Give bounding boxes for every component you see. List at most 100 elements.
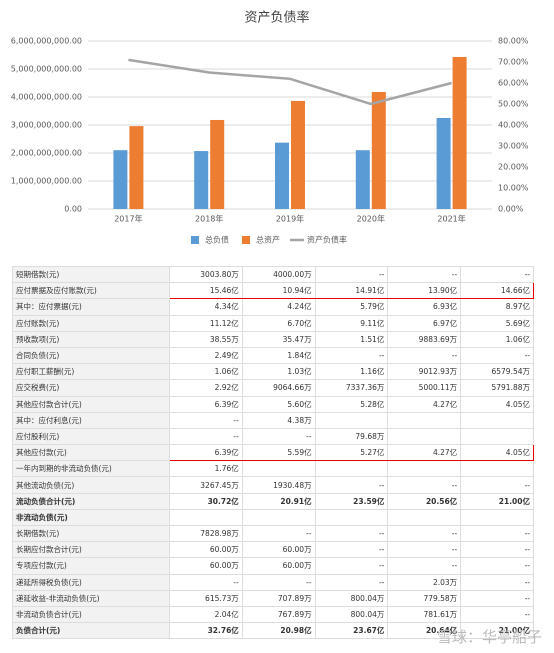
table-cell: 1.76亿 <box>169 460 243 478</box>
bar <box>129 126 144 209</box>
table-cell: 14.91亿 <box>314 282 389 300</box>
table-row: 专项应付款(元) 60.00万 60.00万 -- -- -- <box>12 557 534 575</box>
legend-label: 总资产 <box>256 235 280 245</box>
table-row: 其他应付款合计(元) 6.39亿 5.60亿 5.28亿 4.27亿 4.05亿 <box>12 395 534 413</box>
table-cell: 5.27亿 <box>314 444 389 462</box>
table-cell: 一年内到期的非流动负债(元) <box>12 460 170 478</box>
table-cell: 递延所得税负债(元) <box>12 573 170 591</box>
table-cell: 20.91亿 <box>241 492 316 510</box>
table-cell: 应付票据及应付账款(元) <box>12 282 170 300</box>
table-cell: 长期应付款合计(元) <box>12 541 170 559</box>
table-cell: -- <box>169 411 243 429</box>
table-row: 其他流动负债(元) 3267.45万 1930.48万 -- -- -- <box>12 476 534 494</box>
table-cell: 5.79亿 <box>314 298 389 316</box>
y-tick-label: 3,000,000,000.00 <box>11 121 82 130</box>
bar <box>194 151 209 209</box>
table-row: 应付股利(元) -- -- 79.68万 <box>12 427 534 446</box>
table-cell: 6.70亿 <box>241 314 316 332</box>
table-cell: 15.46亿 <box>169 282 243 300</box>
table-cell: 1.03亿 <box>241 363 316 381</box>
y2-tick-label: 20.00% <box>498 163 529 172</box>
y2-tick-label: 40.00% <box>498 121 529 130</box>
table-row: 递延所得税负债(元) -- -- -- 2.03万 -- <box>12 573 534 591</box>
table-cell <box>460 460 534 478</box>
table-row: 其他应付款(元) 6.39亿 5.59亿 5.27亿 4.27亿 4.05亿 <box>12 444 534 462</box>
table-cell: -- <box>387 346 462 365</box>
table-cell: -- <box>460 589 534 607</box>
table-cell: 38.55万 <box>169 330 243 348</box>
y-tick-label: 6,000,000,000.00 <box>11 37 82 46</box>
table-cell: 5.59亿 <box>241 444 316 462</box>
table-cell: 800.04万 <box>314 589 389 607</box>
table-row: 短期借款(元) 3003.80万 4000.00万 -- -- -- <box>12 265 534 284</box>
table-cell: 8.97亿 <box>460 298 534 316</box>
table-cell: 其中：应付利息(元) <box>12 411 170 429</box>
table-cell: 5.69亿 <box>460 314 534 332</box>
x-tick-label: 2018年 <box>195 214 223 224</box>
bar <box>452 56 467 210</box>
table-cell: 767.89万 <box>241 605 316 624</box>
bar <box>371 91 386 209</box>
x-tick-label: 2017年 <box>114 214 142 224</box>
table-cell: 1.06亿 <box>460 330 534 348</box>
table-cell: 781.61万 <box>387 605 462 624</box>
table-cell: -- <box>169 573 243 591</box>
y2-tick-label: 70.00% <box>498 58 529 67</box>
x-tick-label: 2021年 <box>437 214 465 224</box>
table-cell: -- <box>387 524 462 543</box>
y2-tick-label: 10.00% <box>498 184 529 193</box>
table-cell: 6.97亿 <box>387 314 462 332</box>
table-cell: 其他流动负债(元) <box>12 476 170 494</box>
table-row: 长期借款(元) 7828.98万 -- -- -- -- <box>12 524 534 543</box>
table-cell: -- <box>314 541 389 559</box>
table-cell: 6579.54万 <box>460 363 534 381</box>
table-cell: -- <box>460 605 534 624</box>
table-cell: 20.56亿 <box>387 492 462 510</box>
y2-tick-label: 0.00% <box>498 205 524 214</box>
table-row: 非流动负债(元) <box>12 508 534 527</box>
legend-label: 资产负债率 <box>307 235 347 245</box>
table-cell: 7828.98万 <box>169 524 243 543</box>
y-tick-label: 4,000,000,000.00 <box>11 93 82 102</box>
table-cell: 11.12亿 <box>169 314 243 332</box>
table-cell: 应付职工薪酬(元) <box>12 363 170 381</box>
table-cell: 79.68万 <box>314 427 389 446</box>
table-cell: 5.60亿 <box>241 395 316 413</box>
table-cell: 6.93亿 <box>387 298 462 316</box>
table-cell: -- <box>314 557 389 575</box>
table-cell: -- <box>314 476 389 494</box>
table-row: 递延收益-非流动负债(元) 615.73万 707.89万 800.04万 779.58… <box>12 589 534 607</box>
table-cell: -- <box>460 346 534 365</box>
table-cell: 14.66亿 <box>460 282 534 300</box>
table-cell: 2.03万 <box>387 573 462 591</box>
table-cell: 779.58万 <box>387 589 462 607</box>
table-cell: 应付股利(元) <box>12 427 170 446</box>
table-cell: 6.39亿 <box>169 395 243 413</box>
table-cell: -- <box>241 427 316 446</box>
chart-title: 资产负债率 <box>244 10 309 26</box>
legend-swatch <box>242 236 250 244</box>
bar <box>291 100 305 209</box>
table-cell: 5.28亿 <box>314 395 389 413</box>
table-row: 应付票据及应付账款(元) 15.46亿 10.94亿 14.91亿 13.90亿 14.6… <box>12 282 534 300</box>
table-cell: 2.49亿 <box>169 346 243 365</box>
table-cell <box>387 460 462 478</box>
table-cell: 4.05亿 <box>460 444 534 462</box>
table-cell: 非流动负债合计(元) <box>12 605 170 624</box>
y-tick-label: 1,000,000,000.00 <box>11 177 82 186</box>
table-cell: 23.67亿 <box>314 622 389 640</box>
table-cell: 21.00亿 <box>460 622 534 640</box>
table-cell: 其他应付款(元) <box>12 444 170 462</box>
table-cell: 9.11亿 <box>314 314 389 332</box>
table-cell: 1.51亿 <box>314 330 389 348</box>
table-cell <box>314 460 389 478</box>
table-cell: 9012.93万 <box>387 363 462 381</box>
table-cell: 60.00万 <box>241 557 316 575</box>
table-cell: -- <box>460 573 534 591</box>
table-cell: 3003.80万 <box>169 265 243 284</box>
table-cell: -- <box>169 427 243 446</box>
table-cell: 专项应付款(元) <box>12 557 170 575</box>
table-cell <box>387 508 462 527</box>
table-row: 应付职工薪酬(元) 1.06亿 1.03亿 1.16亿 9012.93万 6579.54万 <box>12 363 534 381</box>
